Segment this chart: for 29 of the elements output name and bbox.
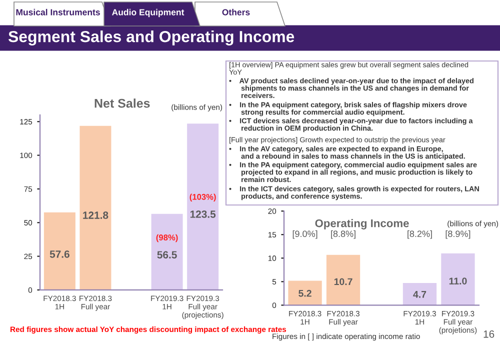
- annotation: [8.8%]: [331, 230, 356, 239]
- bar: [151, 214, 183, 290]
- data-label: 121.8: [83, 212, 108, 219]
- data-label: 11.0: [449, 278, 467, 284]
- data-label: 123.5: [190, 210, 216, 218]
- text: Others: [222, 8, 250, 16]
- annotation: [8.9%]: [446, 230, 470, 239]
- bar: [402, 283, 437, 306]
- bar: [187, 124, 219, 290]
- text: 16: [484, 330, 494, 338]
- data-label: 10.7: [334, 278, 352, 286]
- bar: [44, 212, 76, 290]
- data-label: 4.7: [413, 291, 426, 298]
- data-label: 56.5: [157, 251, 177, 259]
- bar: [326, 254, 360, 306]
- annotation: [9.0%]: [292, 230, 318, 239]
- data-label: 5.2: [298, 290, 312, 297]
- chart-title: Net Sales: [94, 98, 150, 108]
- annotation: (98%): [156, 234, 178, 242]
- data-label: 57.6: [50, 250, 70, 258]
- text: Musical Instruments: [16, 8, 100, 16]
- bar: [80, 126, 112, 290]
- annotation: (103%): [190, 194, 216, 202]
- annotation: [8.2%]: [408, 230, 432, 239]
- text: Segment Sales and Operating Income: [8, 30, 294, 46]
- text: Audio Equipment: [112, 8, 184, 18]
- bar: [288, 280, 322, 306]
- text: Operating Income: [315, 219, 409, 230]
- bar: [441, 253, 475, 306]
